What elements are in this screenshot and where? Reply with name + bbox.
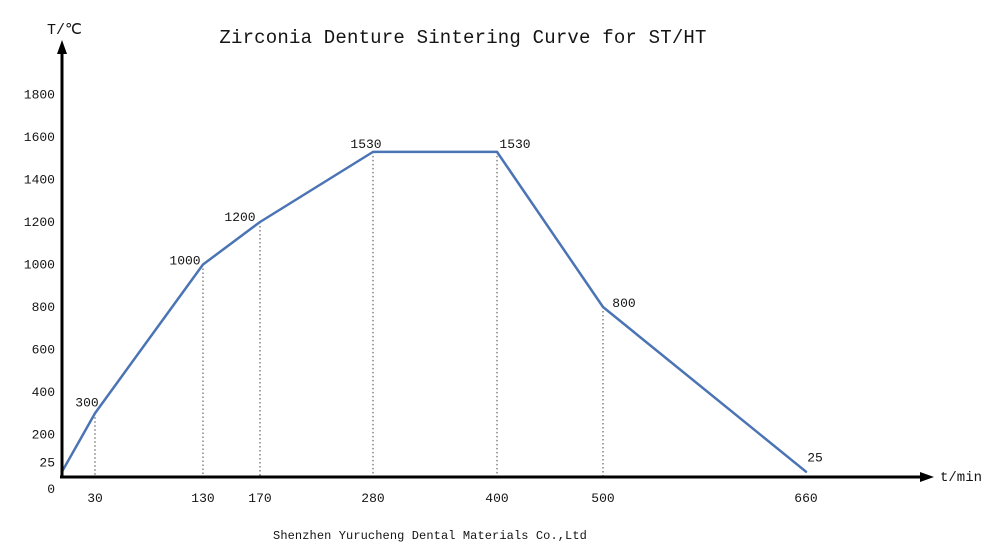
y-tick-label: 1800 <box>24 88 55 103</box>
point-label: 1530 <box>499 137 530 152</box>
point-label: 25 <box>807 451 823 466</box>
x-tick-label: 400 <box>485 491 508 506</box>
x-tick-label: 30 <box>87 491 103 506</box>
x-tick-label: 170 <box>248 491 271 506</box>
curve-line <box>60 150 808 473</box>
x-tick-labels: 30 130 170 280 400 500 660 <box>87 491 818 506</box>
point-label: 300 <box>75 395 98 410</box>
y-tick-label: 600 <box>32 343 55 358</box>
point-labels: 300 1000 1200 1530 1530 800 25 <box>75 137 823 466</box>
y-tick-label: 1600 <box>24 130 55 145</box>
y-tick-label: 25 <box>39 456 55 471</box>
y-tick-label: 800 <box>32 300 55 315</box>
y-tick-label: 1400 <box>24 173 55 188</box>
point-label: 1000 <box>169 254 200 269</box>
x-tick-label: 660 <box>794 491 817 506</box>
axes <box>57 40 934 482</box>
y-tick-label: 0 <box>47 482 55 497</box>
point-label: 1530 <box>350 137 381 152</box>
drop-lines <box>94 151 604 477</box>
y-tick-label: 200 <box>32 428 55 443</box>
x-tick-label: 280 <box>361 491 384 506</box>
x-tick-label: 130 <box>191 491 214 506</box>
chart-title: Zirconia Denture Sintering Curve for ST/… <box>219 27 707 49</box>
temperature-curve <box>60 150 808 473</box>
y-tick-label: 400 <box>32 385 55 400</box>
y-tick-label: 1000 <box>24 258 55 273</box>
y-tick-labels: 0 25 200 400 600 800 1000 1200 1400 1600 1800 <box>24 88 55 498</box>
company-footer: Shenzhen Yurucheng Dental Materials Co.,… <box>273 529 587 543</box>
y-axis-arrowhead-icon <box>57 40 67 54</box>
point-label: 800 <box>612 296 635 311</box>
y-axis-unit-label: T/℃ <box>47 22 82 39</box>
point-label: 1200 <box>224 210 255 225</box>
y-tick-label: 1200 <box>24 215 55 230</box>
x-tick-label: 500 <box>591 491 614 506</box>
x-axis-unit-label: t/min <box>940 470 983 486</box>
x-axis-arrowhead-icon <box>920 472 934 482</box>
